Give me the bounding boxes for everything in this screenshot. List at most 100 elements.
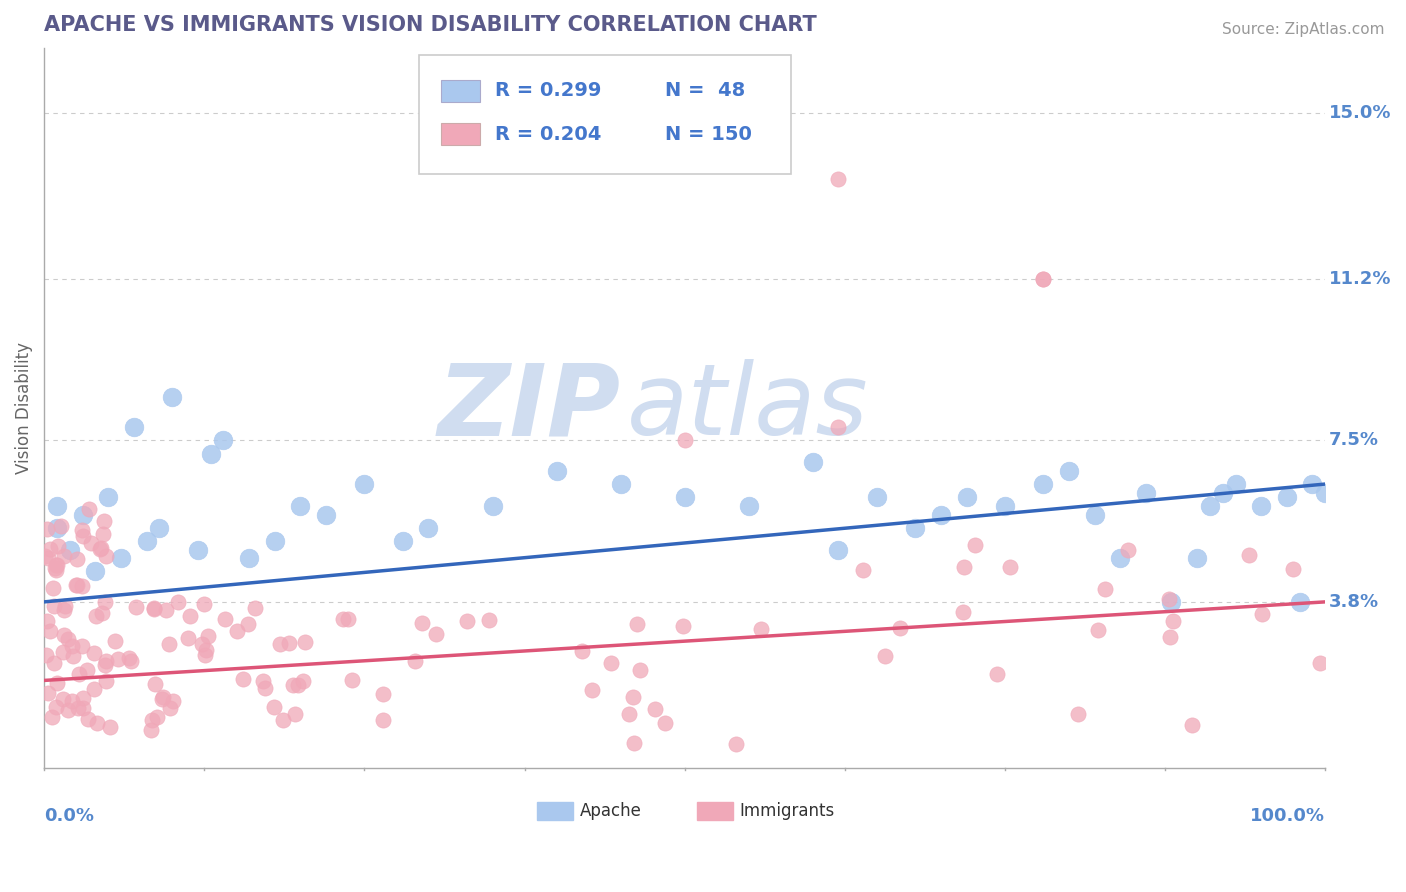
- Text: APACHE VS IMMIGRANTS VISION DISABILITY CORRELATION CHART: APACHE VS IMMIGRANTS VISION DISABILITY C…: [44, 15, 817, 35]
- Point: [965, 539, 987, 553]
- Point: [52, 549, 75, 563]
- Point: [91, 606, 114, 620]
- Point: [96, 673, 118, 688]
- Point: [135, 533, 157, 548]
- Point: [79, 501, 101, 516]
- Point: [904, 521, 927, 535]
- Point: [195, 643, 218, 657]
- Point: [315, 508, 337, 522]
- Point: [110, 551, 132, 566]
- Point: [56, 632, 79, 647]
- Point: [621, 690, 644, 705]
- Point: [193, 597, 215, 611]
- Point: [236, 616, 259, 631]
- Point: [411, 615, 433, 630]
- FancyBboxPatch shape: [419, 55, 792, 174]
- Point: [179, 609, 201, 624]
- Point: [83, 681, 105, 696]
- Point: [104, 633, 127, 648]
- Point: [1084, 508, 1107, 522]
- Text: Immigrants: Immigrants: [740, 802, 835, 820]
- Point: [159, 701, 181, 715]
- Text: Source: ZipAtlas.com: Source: ZipAtlas.com: [1222, 22, 1385, 37]
- Point: [93, 514, 115, 528]
- Text: N = 150: N = 150: [665, 125, 752, 144]
- Point: [139, 723, 162, 738]
- Point: [35, 648, 58, 663]
- Point: [1109, 551, 1132, 566]
- Point: [76, 663, 98, 677]
- Point: [41, 710, 63, 724]
- Text: 0.0%: 0.0%: [44, 807, 94, 825]
- Point: [619, 706, 641, 721]
- Point: [56, 703, 79, 717]
- Text: 15.0%: 15.0%: [1329, 104, 1392, 122]
- Point: [1116, 543, 1139, 558]
- Point: [1281, 562, 1303, 576]
- Point: [66, 701, 89, 715]
- Point: [626, 617, 648, 632]
- Point: [107, 652, 129, 666]
- Point: [546, 464, 568, 478]
- Point: [581, 682, 603, 697]
- Text: R = 0.204: R = 0.204: [495, 125, 602, 144]
- Point: [232, 672, 254, 686]
- Point: [738, 499, 761, 513]
- Point: [600, 657, 623, 671]
- Point: [98, 720, 121, 734]
- Text: 11.2%: 11.2%: [1329, 270, 1392, 288]
- Point: [1094, 582, 1116, 596]
- Point: [1288, 595, 1310, 609]
- Point: [278, 636, 301, 650]
- Point: [226, 624, 249, 639]
- Point: [194, 648, 217, 663]
- Point: [254, 681, 277, 695]
- Point: [52, 645, 75, 659]
- Point: [45, 563, 67, 577]
- Point: [866, 490, 889, 504]
- Point: [873, 648, 896, 663]
- Point: [80, 536, 103, 550]
- Point: [42, 656, 65, 670]
- Point: [142, 602, 165, 616]
- Point: [120, 654, 142, 668]
- Point: [46, 539, 69, 553]
- Point: [281, 678, 304, 692]
- Point: [929, 508, 952, 522]
- Point: [1159, 592, 1181, 607]
- Point: [337, 612, 360, 626]
- Point: [53, 599, 76, 614]
- Point: [373, 687, 395, 701]
- Point: [66, 552, 89, 566]
- Point: [214, 612, 236, 626]
- Y-axis label: Vision Disability: Vision Disability: [15, 342, 32, 474]
- Point: [212, 434, 235, 448]
- FancyBboxPatch shape: [537, 802, 574, 820]
- Point: [157, 637, 180, 651]
- Text: atlas: atlas: [627, 359, 869, 456]
- Point: [84, 565, 107, 579]
- Point: [1159, 630, 1181, 644]
- Point: [404, 654, 426, 668]
- Point: [801, 455, 824, 469]
- Point: [35, 522, 58, 536]
- Point: [1301, 477, 1323, 491]
- Point: [97, 490, 120, 504]
- Point: [1087, 623, 1109, 637]
- Point: [83, 646, 105, 660]
- Point: [1032, 477, 1054, 491]
- Point: [1032, 272, 1054, 286]
- Point: [851, 563, 873, 577]
- Point: [749, 622, 772, 636]
- Point: [45, 676, 67, 690]
- Point: [125, 600, 148, 615]
- FancyBboxPatch shape: [441, 123, 479, 145]
- Point: [1275, 490, 1298, 504]
- Point: [42, 581, 65, 595]
- Point: [287, 678, 309, 692]
- Point: [45, 700, 67, 714]
- Point: [60, 639, 83, 653]
- Point: [77, 712, 100, 726]
- Point: [1237, 548, 1260, 562]
- Point: [122, 420, 145, 434]
